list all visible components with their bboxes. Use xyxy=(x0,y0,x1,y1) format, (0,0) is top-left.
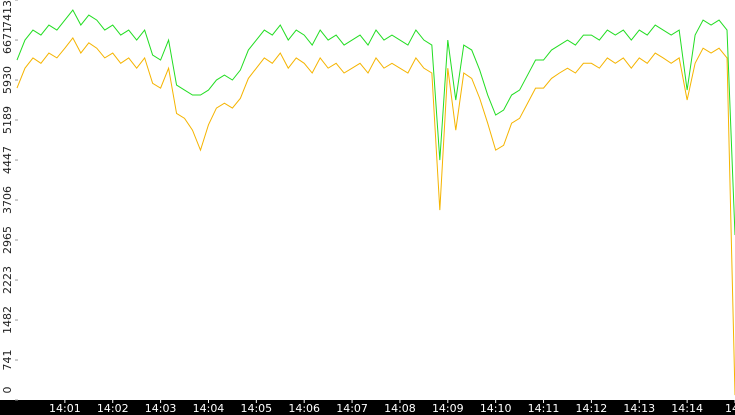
y-tick-label: 1482 xyxy=(1,306,14,334)
y-tick-label: 7413 xyxy=(1,0,14,28)
y-tick-label: 3706 xyxy=(1,186,14,214)
series-line xyxy=(16,37,735,396)
x-tick-label: 14:06 xyxy=(288,402,320,415)
y-tick-label: 2223 xyxy=(1,266,14,294)
x-tick-label: 14:13 xyxy=(623,402,655,415)
series-line xyxy=(16,9,735,236)
x-tick-label: 14:09 xyxy=(432,402,464,415)
x-tick-label: 14:10 xyxy=(480,402,512,415)
x-tick-label: 14:05 xyxy=(240,402,272,415)
y-tick-label: 0 xyxy=(1,387,14,394)
y-tick-label: 4447 xyxy=(1,146,14,174)
x-tick-label: 14:11 xyxy=(528,402,560,415)
x-tick-label: 14:04 xyxy=(193,402,225,415)
x-tick-label: 14:08 xyxy=(384,402,416,415)
y-tick-label: 2965 xyxy=(1,226,14,254)
x-tick-label: 14 xyxy=(725,402,735,415)
x-tick-label: 14:07 xyxy=(336,402,368,415)
x-tick-label: 14:02 xyxy=(97,402,129,415)
x-tick-label: 14:12 xyxy=(576,402,608,415)
y-tick-label: 6671 xyxy=(1,26,14,54)
x-tick-label: 14:01 xyxy=(49,402,81,415)
y-tick-label: 741 xyxy=(1,350,14,371)
x-axis-bar xyxy=(0,400,735,415)
x-tick-label: 14:03 xyxy=(145,402,177,415)
x-tick-label: 14:14 xyxy=(671,402,703,415)
y-tick-label: 5189 xyxy=(1,106,14,134)
y-tick-label: 5930 xyxy=(1,66,14,94)
